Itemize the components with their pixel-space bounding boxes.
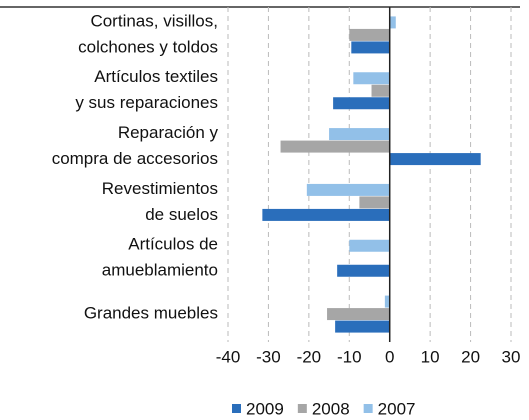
bar — [389, 16, 396, 29]
bar — [333, 97, 390, 110]
y-tick-label: Reparación y — [118, 123, 219, 142]
bar — [306, 183, 390, 196]
x-tick-label: -40 — [216, 347, 241, 366]
y-tick-label: Grandes muebles — [84, 304, 218, 323]
bar — [329, 128, 390, 141]
y-tick-label: colchones y toldos — [78, 37, 218, 56]
bar — [349, 239, 390, 252]
bar — [337, 264, 390, 277]
x-tick-label: 10 — [421, 347, 440, 366]
x-tick-label: 0 — [385, 347, 394, 366]
y-tick-label: Artículos textiles — [94, 67, 218, 86]
y-tick-label: de suelos — [145, 205, 218, 224]
bar — [351, 41, 390, 54]
x-tick-label: 30 — [502, 347, 521, 366]
legend-swatch — [232, 404, 241, 413]
bar — [262, 208, 390, 221]
bar — [349, 28, 390, 41]
legend-label: 2008 — [312, 399, 350, 418]
bar — [327, 308, 390, 321]
legend-label: 2007 — [378, 399, 416, 418]
bar — [359, 196, 390, 209]
y-tick-label: amueblamiento — [102, 261, 218, 280]
bar — [335, 320, 390, 333]
legend-swatch — [297, 404, 307, 413]
bar — [384, 295, 390, 308]
bar — [280, 140, 390, 153]
bar — [353, 72, 390, 85]
bar — [371, 84, 390, 97]
y-tick-label: Cortinas, visillos, — [90, 11, 218, 30]
x-tick-label: 20 — [461, 347, 480, 366]
y-tick-label: Revestimientos — [102, 179, 218, 198]
legend-swatch — [363, 404, 373, 413]
bar — [389, 153, 481, 166]
x-tick-label: -10 — [337, 347, 362, 366]
y-tick-label: Artículos de — [128, 235, 218, 254]
y-tick-label: y sus reparaciones — [75, 93, 218, 112]
y-tick-label: compra de accesorios — [52, 149, 218, 168]
x-tick-label: -20 — [297, 347, 322, 366]
x-tick-label: -30 — [256, 347, 281, 366]
legend-label: 2009 — [246, 399, 284, 418]
